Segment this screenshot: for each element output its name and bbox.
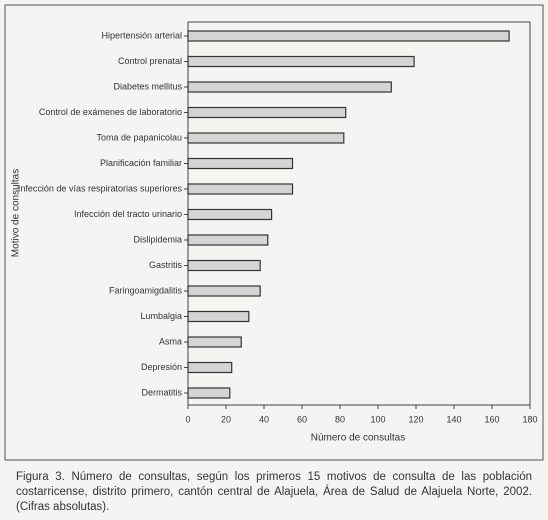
chart: Número de consultas Motivo de consultas … — [4, 4, 544, 461]
bar — [187, 81, 392, 93]
y-tick-label: Gastritis — [149, 260, 183, 270]
bar — [187, 132, 345, 144]
y-tick-label: Faringoamigdalitis — [109, 285, 183, 295]
y-tick-label: Hipertensión arterial — [101, 30, 182, 40]
y-tick-label: Control prenatal — [118, 56, 182, 66]
x-tick-label: 100 — [370, 414, 385, 424]
x-tick-label: 40 — [259, 414, 269, 424]
y-tick-label: Lumbalgia — [140, 311, 182, 321]
y-tick-label: Asma — [159, 336, 182, 346]
bar — [187, 157, 294, 170]
x-tick-label: 20 — [221, 414, 231, 424]
x-axis-label: Número de consultas — [311, 433, 406, 444]
bar — [187, 30, 510, 42]
bar — [187, 234, 269, 246]
x-tick-label: 80 — [335, 414, 345, 424]
bar — [187, 55, 415, 68]
bar — [187, 106, 347, 119]
bar — [187, 310, 250, 323]
x-tick-label: 0 — [185, 414, 190, 424]
x-tick-label: 140 — [446, 414, 461, 424]
y-tick-label: Dislipidemia — [133, 234, 182, 244]
y-tick-label: Infección de vías respiratorias superior… — [18, 183, 183, 193]
bar — [187, 361, 233, 374]
bar — [187, 208, 273, 221]
y-tick-label: Toma de papanicolau — [96, 132, 182, 142]
x-tick-label: 160 — [484, 414, 499, 424]
y-tick-label: Diabetes mellitus — [113, 81, 182, 91]
bar — [187, 183, 294, 195]
y-tick-label: Dermatitis — [141, 387, 182, 397]
y-tick-label: Infección del tracto urinario — [74, 209, 182, 219]
x-tick-label: 60 — [297, 414, 307, 424]
bar — [187, 387, 231, 399]
y-axis-label: Motivo de consultas — [11, 169, 22, 257]
frame — [4, 4, 544, 461]
y-tick-label: Planificación familiar — [100, 158, 182, 168]
bar — [187, 336, 242, 348]
caption: Figura 3. Número de consultas, según los… — [16, 471, 532, 513]
x-tick-label: 120 — [408, 414, 423, 424]
x-tick-label: 180 — [522, 414, 537, 424]
y-tick-label: Control de exámenes de laboratorio — [39, 107, 182, 117]
y-tick-label: Depresión — [141, 362, 182, 372]
bar — [187, 285, 261, 297]
bar — [187, 259, 261, 272]
